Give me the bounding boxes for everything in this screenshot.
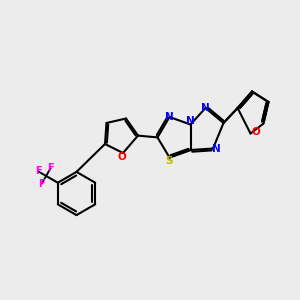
Text: F: F <box>38 179 45 189</box>
Text: N: N <box>201 103 210 113</box>
Text: F: F <box>47 163 54 173</box>
Text: F: F <box>35 167 42 176</box>
Text: S: S <box>166 156 173 166</box>
Text: O: O <box>251 127 260 137</box>
Text: N: N <box>185 116 194 126</box>
Text: N: N <box>165 112 174 122</box>
Text: N: N <box>212 143 221 154</box>
Text: O: O <box>117 152 126 163</box>
